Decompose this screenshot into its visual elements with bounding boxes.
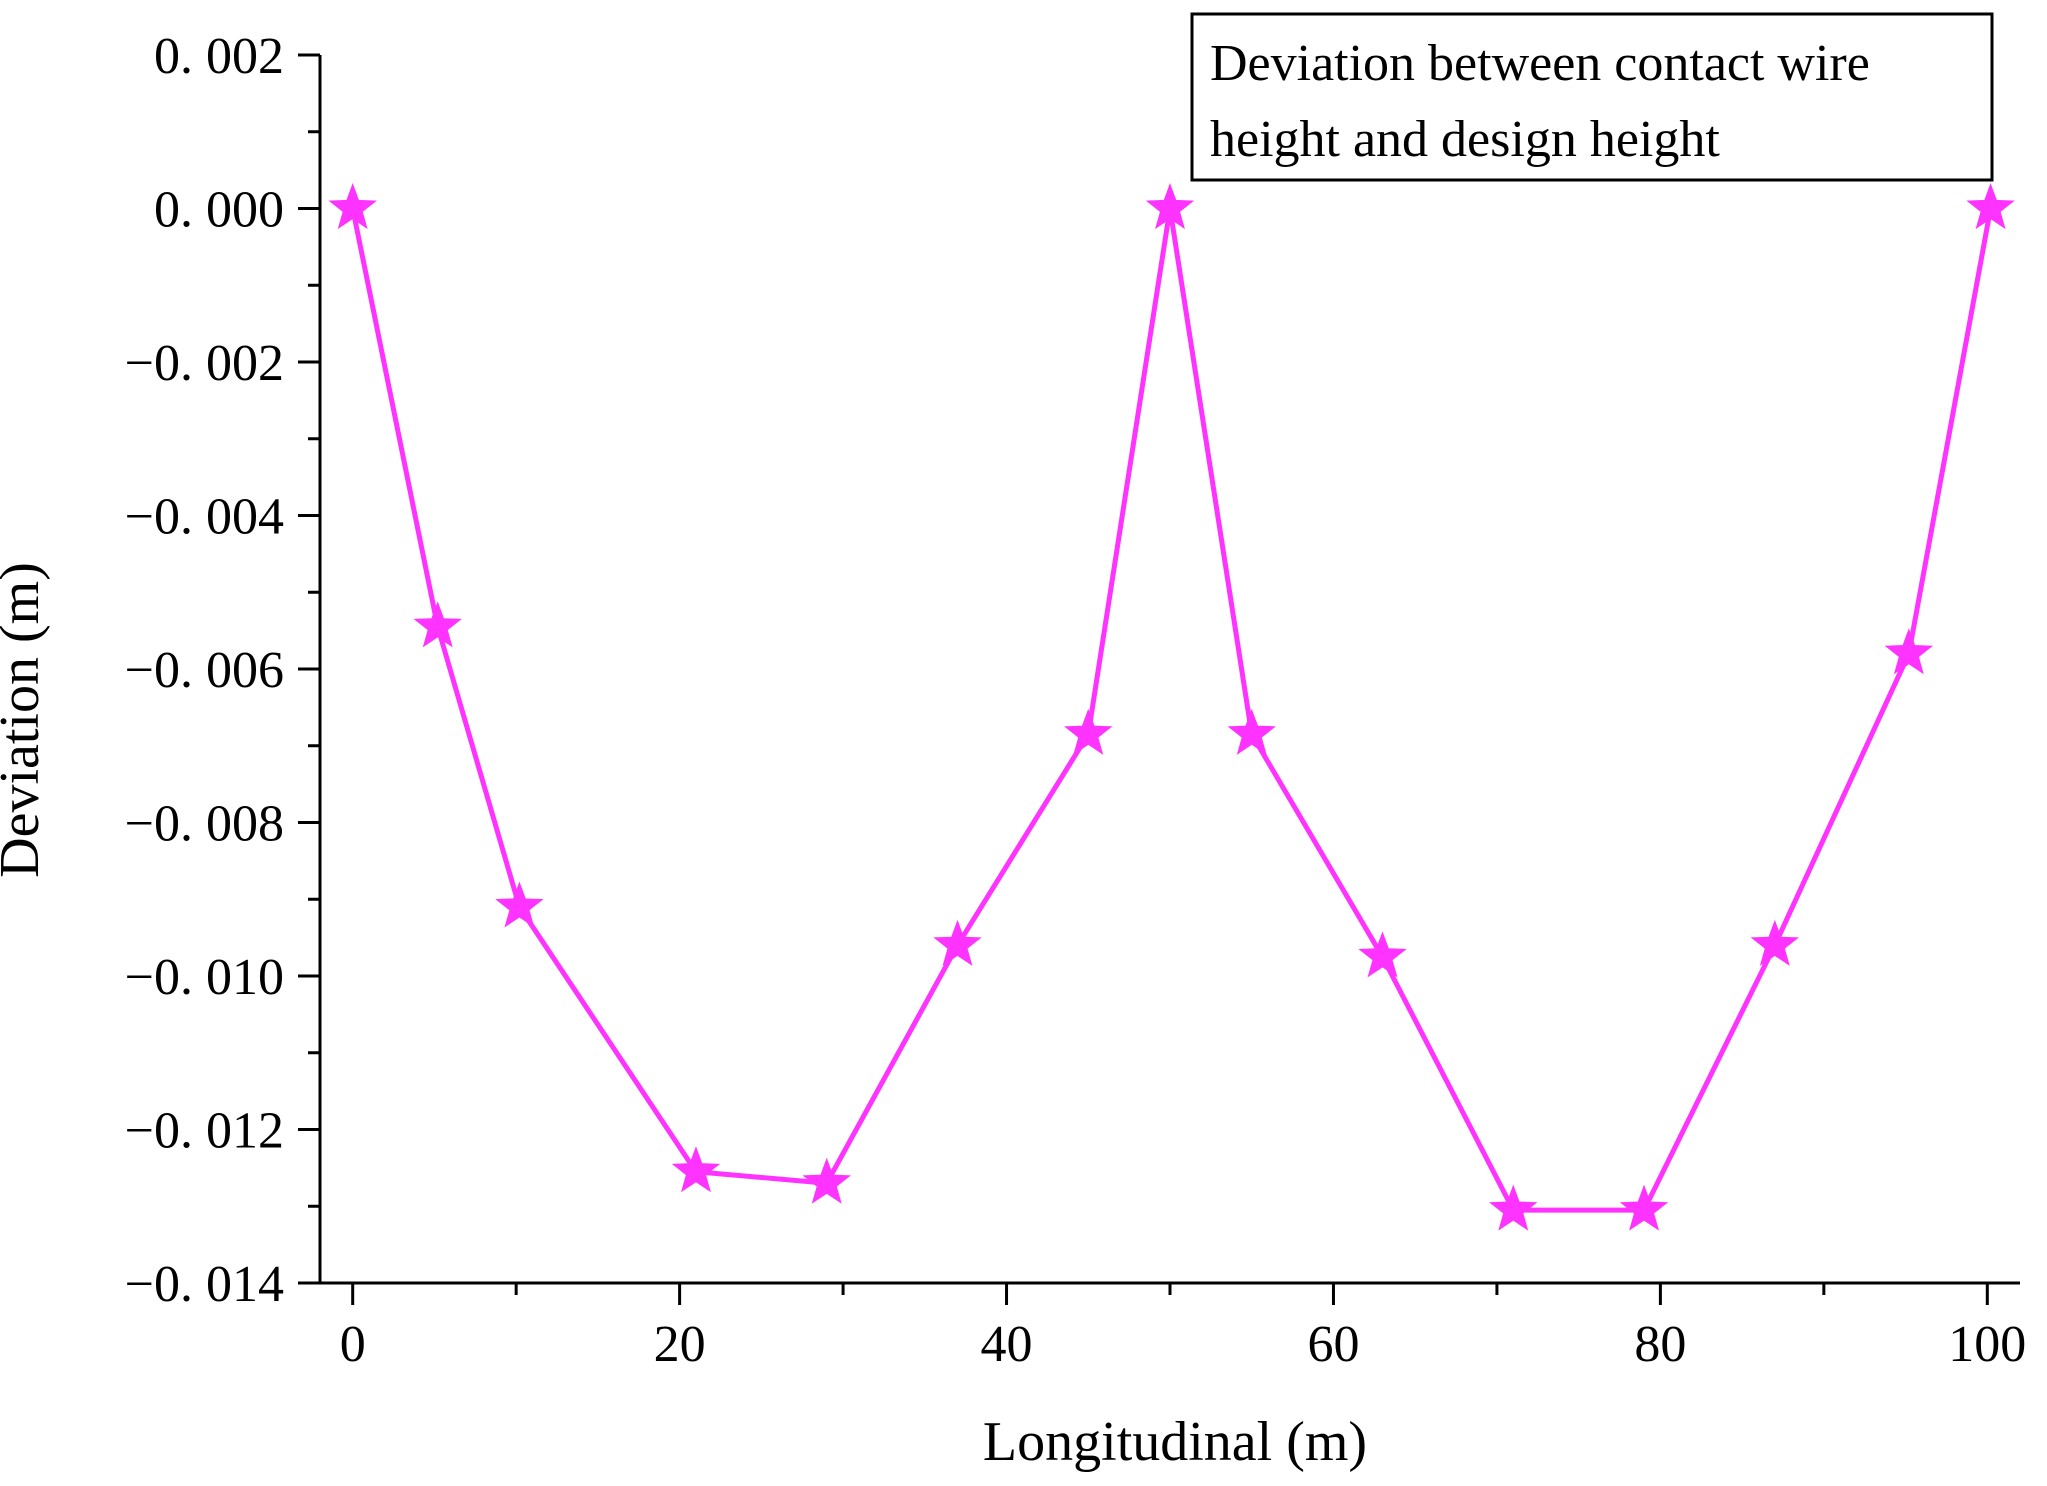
data-point-star <box>1064 708 1113 755</box>
data-point-star <box>671 1146 721 1193</box>
data-point-star <box>1145 183 1195 230</box>
x-tick-label: 80 <box>1634 1316 1686 1373</box>
series-line <box>350 206 1994 1213</box>
y-tick-label: 0. 002 <box>154 28 284 85</box>
data-point-star <box>1619 1184 1669 1231</box>
data-point-star <box>1884 628 1934 675</box>
legend-box <box>1190 12 1994 182</box>
x-tick-label: 100 <box>1948 1316 2026 1373</box>
data-point-star <box>1489 1184 1538 1231</box>
data-point-star <box>802 1157 851 1204</box>
tick-marks <box>298 53 1989 1305</box>
y-tick-label: −0. 014 <box>125 1256 284 1313</box>
data-point-star <box>1966 183 2015 230</box>
x-tick-label: 40 <box>981 1316 1033 1373</box>
data-point-star <box>413 601 462 648</box>
data-point-star <box>1227 708 1276 755</box>
y-tick-label: −0. 010 <box>125 949 284 1006</box>
x-tick-label: 0 <box>340 1316 366 1373</box>
legend-line-1: Deviation between contact wire <box>1210 35 1870 92</box>
y-tick-label: −0. 002 <box>125 335 284 392</box>
x-tick-label: 60 <box>1307 1316 1359 1373</box>
tick-labels: 0. 002 0. 000 −0. 002 −0. 004 −0. 006 −0. 008… <box>125 28 2027 1373</box>
y-tick-label: −0. 006 <box>125 642 284 699</box>
y-tick-label: −0. 004 <box>125 489 284 546</box>
data-point-star <box>328 183 377 230</box>
legend: Deviation between contact wire height an… <box>1190 12 1994 182</box>
legend-line-2: height and design height <box>1210 111 1720 168</box>
y-tick-label: −0. 012 <box>125 1103 284 1160</box>
series-group <box>328 183 2015 1231</box>
x-tick-label: 20 <box>654 1316 706 1373</box>
y-tick-label: −0. 008 <box>125 796 284 853</box>
data-point-star <box>1358 931 1407 978</box>
x-axis-title: Longitudinal (m) <box>983 1411 1367 1473</box>
data-point-star <box>1750 919 1800 966</box>
y-tick-label: 0. 000 <box>154 182 284 239</box>
axes <box>318 55 2020 1285</box>
y-axis-title: Deviation (m) <box>0 562 51 878</box>
data-point-star <box>933 919 982 966</box>
data-point-star <box>495 881 544 928</box>
